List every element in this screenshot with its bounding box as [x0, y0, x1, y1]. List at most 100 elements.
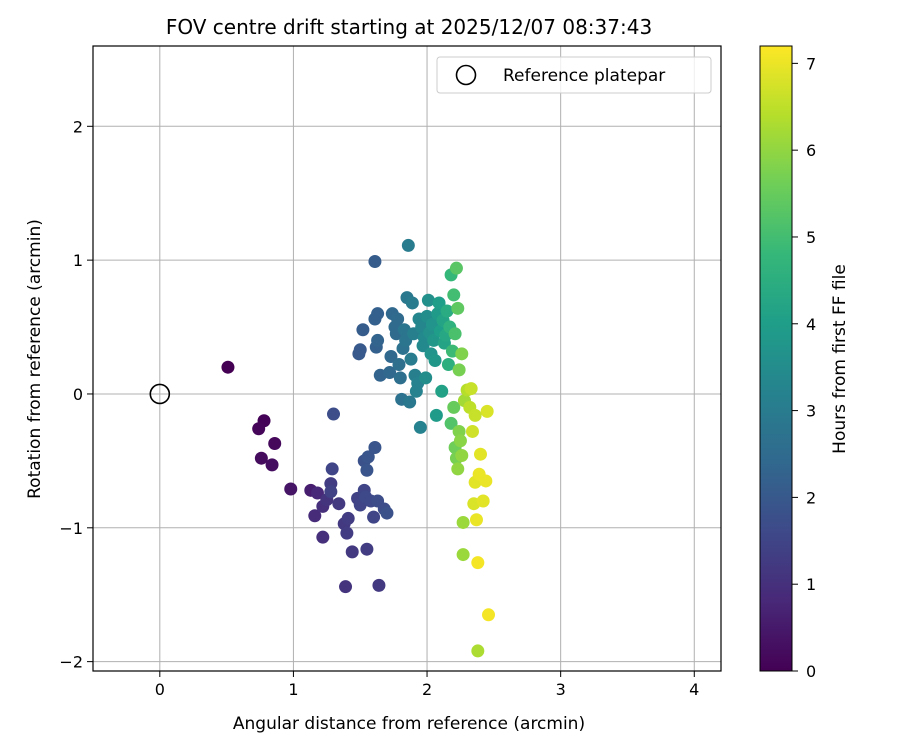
data-point [360, 463, 374, 477]
data-point [451, 462, 465, 476]
data-point [308, 509, 322, 523]
data-point [339, 580, 353, 594]
data-point [265, 458, 279, 472]
data-point [421, 293, 435, 307]
data-point [392, 358, 406, 372]
y-axis-label: Rotation from reference (arcmin) [25, 219, 45, 499]
data-point [327, 407, 341, 421]
x-tick-label: 3 [556, 680, 566, 699]
plot-frame [92, 45, 722, 672]
colorbar-tick-label: 3 [806, 402, 816, 421]
data-point [310, 486, 324, 500]
reference-platepar-marker [149, 383, 171, 405]
data-point [384, 349, 398, 363]
data-point [473, 447, 487, 461]
colorbar-tick-label: 4 [806, 315, 816, 334]
data-point [316, 530, 330, 544]
data-point [482, 608, 496, 622]
data-point [476, 494, 490, 508]
data-point [360, 542, 374, 556]
y-tick-label: 0 [73, 385, 83, 404]
data-point [356, 323, 370, 337]
y-tick-label: −1 [59, 519, 83, 538]
colorbar-tick-label: 7 [806, 54, 816, 73]
data-point [471, 644, 485, 658]
data-point [340, 526, 354, 540]
data-point [455, 449, 469, 463]
colorbar-ticks: 0 1 2 3 4 5 6 7 [792, 54, 816, 681]
x-axis-label: Angular distance from reference (arcmin) [233, 714, 585, 734]
data-point [465, 424, 479, 438]
data-point [345, 545, 359, 559]
data-point [401, 238, 415, 252]
legend-box [436, 56, 712, 94]
data-point [468, 408, 482, 422]
legend-label: Reference platepar [503, 66, 665, 86]
data-point [435, 384, 449, 398]
data-point [449, 261, 463, 275]
data-point [480, 404, 494, 418]
data-points [221, 238, 496, 658]
data-point [403, 395, 417, 409]
data-point [380, 506, 394, 520]
data-point [268, 436, 282, 450]
data-point [393, 371, 407, 385]
data-point [441, 358, 455, 372]
data-point [464, 382, 478, 396]
data-point [254, 451, 268, 465]
data-point [479, 474, 493, 488]
colorbar-label: Hours from first FF file [830, 264, 850, 454]
data-point [428, 354, 442, 368]
data-point [427, 333, 441, 347]
data-point [391, 312, 405, 326]
data-point [469, 513, 483, 527]
data-point [440, 304, 454, 318]
data-point [372, 578, 386, 592]
data-point [447, 288, 461, 302]
data-point [367, 510, 381, 524]
colorbar-tick-label: 2 [806, 488, 816, 507]
x-axis-ticks: 0 1 2 3 4 [155, 671, 699, 699]
legend: Reference platepar [436, 56, 712, 94]
data-point [252, 422, 266, 436]
legend-marker-icon [455, 64, 477, 86]
data-point [456, 515, 470, 529]
data-point [444, 416, 458, 430]
y-tick-label: 2 [73, 117, 83, 136]
data-point [471, 556, 485, 570]
x-tick-label: 0 [155, 680, 165, 699]
data-point [455, 347, 469, 361]
data-point [368, 440, 382, 454]
x-tick-label: 4 [689, 680, 699, 699]
data-point [429, 408, 443, 422]
data-point [448, 327, 462, 341]
data-point [368, 254, 382, 268]
y-tick-label: −2 [59, 653, 83, 672]
data-point [371, 333, 385, 347]
data-point [341, 511, 355, 525]
data-point [361, 450, 375, 464]
data-point [371, 307, 385, 321]
data-point [284, 482, 298, 496]
y-tick-label: 1 [73, 251, 83, 270]
chart-title: FOV centre drift starting at 2025/12/07 … [166, 15, 652, 39]
y-axis-ticks: −2 −1 0 1 2 [59, 117, 93, 672]
data-point [383, 366, 397, 380]
colorbar-tick-label: 0 [806, 662, 816, 681]
data-point [405, 296, 419, 310]
colorbar-tick-label: 5 [806, 228, 816, 247]
data-point [404, 352, 418, 366]
data-point [451, 301, 465, 315]
data-point [413, 420, 427, 434]
data-point [353, 343, 367, 357]
data-point [419, 371, 433, 385]
data-point [432, 296, 446, 310]
colorbar-tick-label: 1 [806, 575, 816, 594]
x-tick-label: 1 [288, 680, 298, 699]
data-point [453, 434, 467, 448]
data-point [332, 497, 346, 511]
x-tick-label: 2 [422, 680, 432, 699]
data-point [324, 485, 338, 499]
data-point [325, 462, 339, 476]
